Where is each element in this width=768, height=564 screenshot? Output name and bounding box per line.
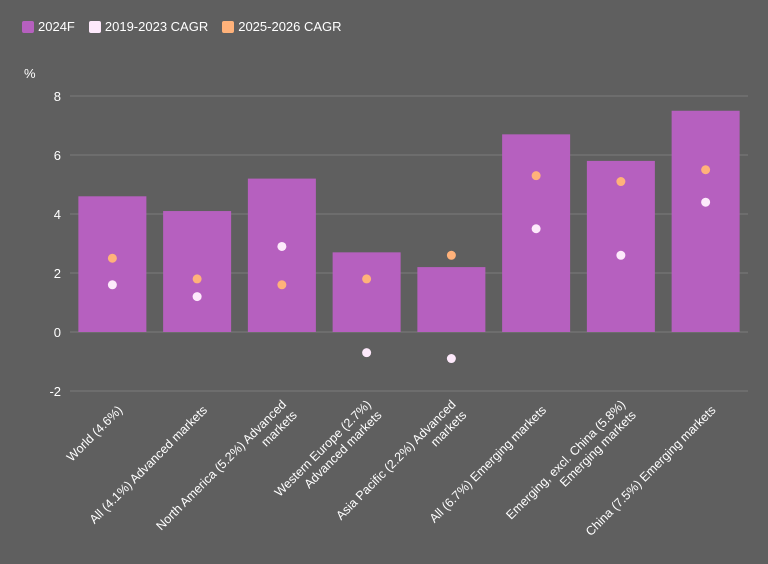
legend-swatch-2019-2023-cagr (88, 20, 101, 33)
bar[interactable] (78, 196, 147, 332)
dot-2025-2026-cagr[interactable] (107, 253, 117, 263)
legend-label-2025-2026-cagr: 2025-2026 CAGR (238, 19, 342, 34)
dot-2019-2023-cagr[interactable] (446, 354, 456, 364)
dot-2025-2026-cagr[interactable] (446, 250, 456, 260)
legend-item-2024f[interactable]: 2024F (22, 19, 75, 34)
x-category-label: North America (5.2%) Advancedmarkets (153, 397, 299, 543)
legend-label-2024f: 2024F (38, 19, 75, 34)
legend-swatch-2024f (22, 20, 34, 33)
dot-2025-2026-cagr[interactable] (616, 177, 626, 187)
dot-2019-2023-cagr[interactable] (531, 224, 541, 234)
bar[interactable] (671, 110, 740, 332)
dot-2019-2023-cagr[interactable] (362, 348, 372, 358)
data-points (107, 165, 711, 364)
legend-item-2025-2026-cagr[interactable]: 2025-2026 CAGR (222, 19, 342, 34)
bar[interactable] (417, 267, 486, 332)
y-tick-label: 2 (54, 266, 61, 281)
legend-swatch-2025-2026-cagr (222, 20, 235, 33)
dot-2025-2026-cagr[interactable] (277, 280, 287, 290)
x-category-label: World (4.6%) (64, 403, 125, 464)
x-category-label-line: North America (5.2%) Advanced (153, 397, 289, 533)
legend-item-2019-2023-cagr[interactable]: 2019-2023 CAGR (88, 19, 209, 34)
y-tick-label: 8 (54, 89, 61, 104)
dot-2019-2023-cagr[interactable] (107, 280, 117, 290)
bar[interactable] (163, 211, 232, 332)
dot-2019-2023-cagr[interactable] (616, 250, 626, 260)
bar[interactable] (586, 160, 655, 332)
y-tick-label: 4 (54, 207, 61, 222)
y-tick-label: 6 (54, 148, 61, 163)
dot-2019-2023-cagr[interactable] (277, 241, 287, 251)
dot-2025-2026-cagr[interactable] (362, 274, 372, 284)
bar[interactable] (247, 178, 316, 332)
y-tick-label: 0 (54, 325, 61, 340)
y-axis-unit-label: % (24, 66, 36, 81)
dot-2025-2026-cagr[interactable] (701, 165, 711, 175)
dot-2025-2026-cagr[interactable] (531, 171, 541, 181)
bar[interactable] (332, 252, 401, 332)
x-axis-labels: World (4.6%)All (4.1%) Advanced marketsN… (64, 397, 719, 543)
bars (78, 110, 740, 332)
dot-2025-2026-cagr[interactable] (192, 274, 202, 284)
legend-label-2019-2023-cagr: 2019-2023 CAGR (104, 19, 209, 34)
y-axis-ticks: -2 0 2 4 6 8 (49, 89, 61, 399)
legend: 2024F 2019-2023 CAGR 2025-2026 CAGR (22, 19, 342, 34)
y-tick-label: -2 (49, 384, 61, 399)
dot-2019-2023-cagr[interactable] (192, 292, 202, 302)
x-category-label-line: World (4.6%) (64, 403, 125, 464)
dot-2019-2023-cagr[interactable] (701, 197, 711, 207)
